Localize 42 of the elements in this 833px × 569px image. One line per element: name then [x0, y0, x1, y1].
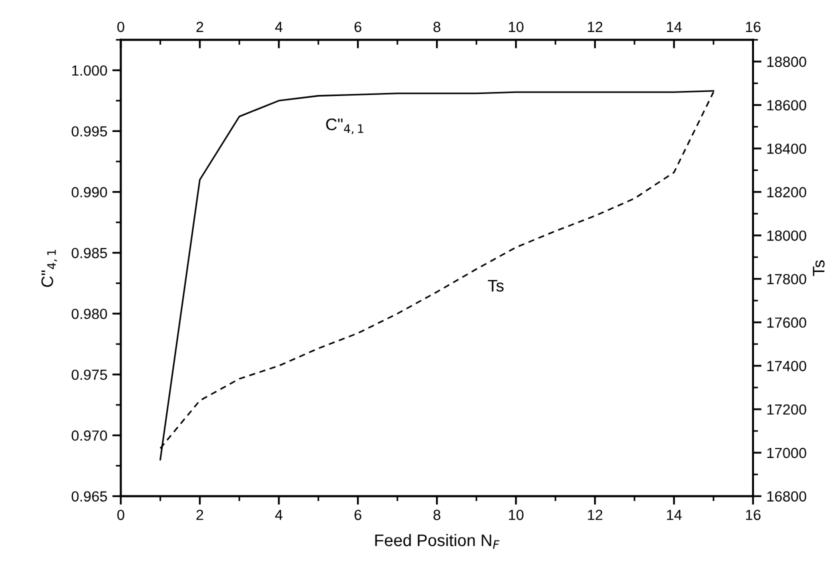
y2-tick-label: 18200 [767, 187, 806, 198]
x2-tick-label: 4 [275, 510, 282, 520]
y-axis-title: C"$_{4,1}$ [41, 250, 58, 287]
x2-tick-label: 10 [508, 510, 524, 520]
x-tick-label: 10 [508, 22, 524, 32]
y2-tick-label: 18000 [767, 230, 806, 241]
x2-tick-label: 8 [433, 510, 440, 520]
x2-tick-label: 16 [746, 510, 760, 520]
y-tick-label: 0.985 [72, 248, 107, 258]
y2-tick-label: 17000 [767, 448, 806, 458]
x-tick-label: 4 [275, 22, 282, 32]
x-tick-label: 0 [117, 22, 124, 32]
y2-tick-label: 17200 [767, 404, 806, 415]
y2-tick-label: 18800 [767, 56, 806, 67]
y2-tick-label: 18600 [767, 100, 806, 110]
x2-tick-label: 12 [588, 510, 602, 520]
series-label: C"$_{4,1}$ [326, 118, 364, 134]
y2-tick-label: 17400 [767, 360, 806, 372]
y-tick-label: 0.970 [72, 430, 108, 441]
y2-tick-label: 17800 [767, 274, 806, 284]
x2-tick-label: 14 [667, 510, 682, 520]
x2-tick-label: 2 [196, 510, 204, 520]
y-tick-label: 0.975 [72, 370, 107, 380]
x2-tick-label: 6 [354, 510, 362, 520]
y2-tick-label: 16800 [767, 491, 806, 502]
y2-tick-label: 18400 [767, 144, 806, 154]
x-tick-label: 14 [667, 22, 682, 32]
x2-tick-label: 0 [117, 510, 124, 520]
y-tick-label: 1.000 [72, 65, 108, 76]
y-tick-label: 0.965 [72, 491, 107, 502]
x-tick-label: 8 [433, 22, 440, 32]
y2-tick-label: 17600 [767, 317, 806, 328]
y-tick-label: 0.990 [72, 187, 108, 198]
x-tick-label: 6 [354, 22, 362, 32]
x-tick-label: 2 [196, 22, 204, 32]
y-tick-label: 0.980 [72, 308, 108, 320]
y2-axis-title: Ts [812, 260, 825, 276]
y-tick-label: 0.995 [72, 126, 107, 137]
series-label: Ts [488, 280, 504, 292]
x-tick-label: 16 [746, 22, 760, 32]
x-tick-label: 12 [588, 22, 602, 32]
x-axis-title: Feed Position N$_{F}$ [375, 534, 500, 549]
